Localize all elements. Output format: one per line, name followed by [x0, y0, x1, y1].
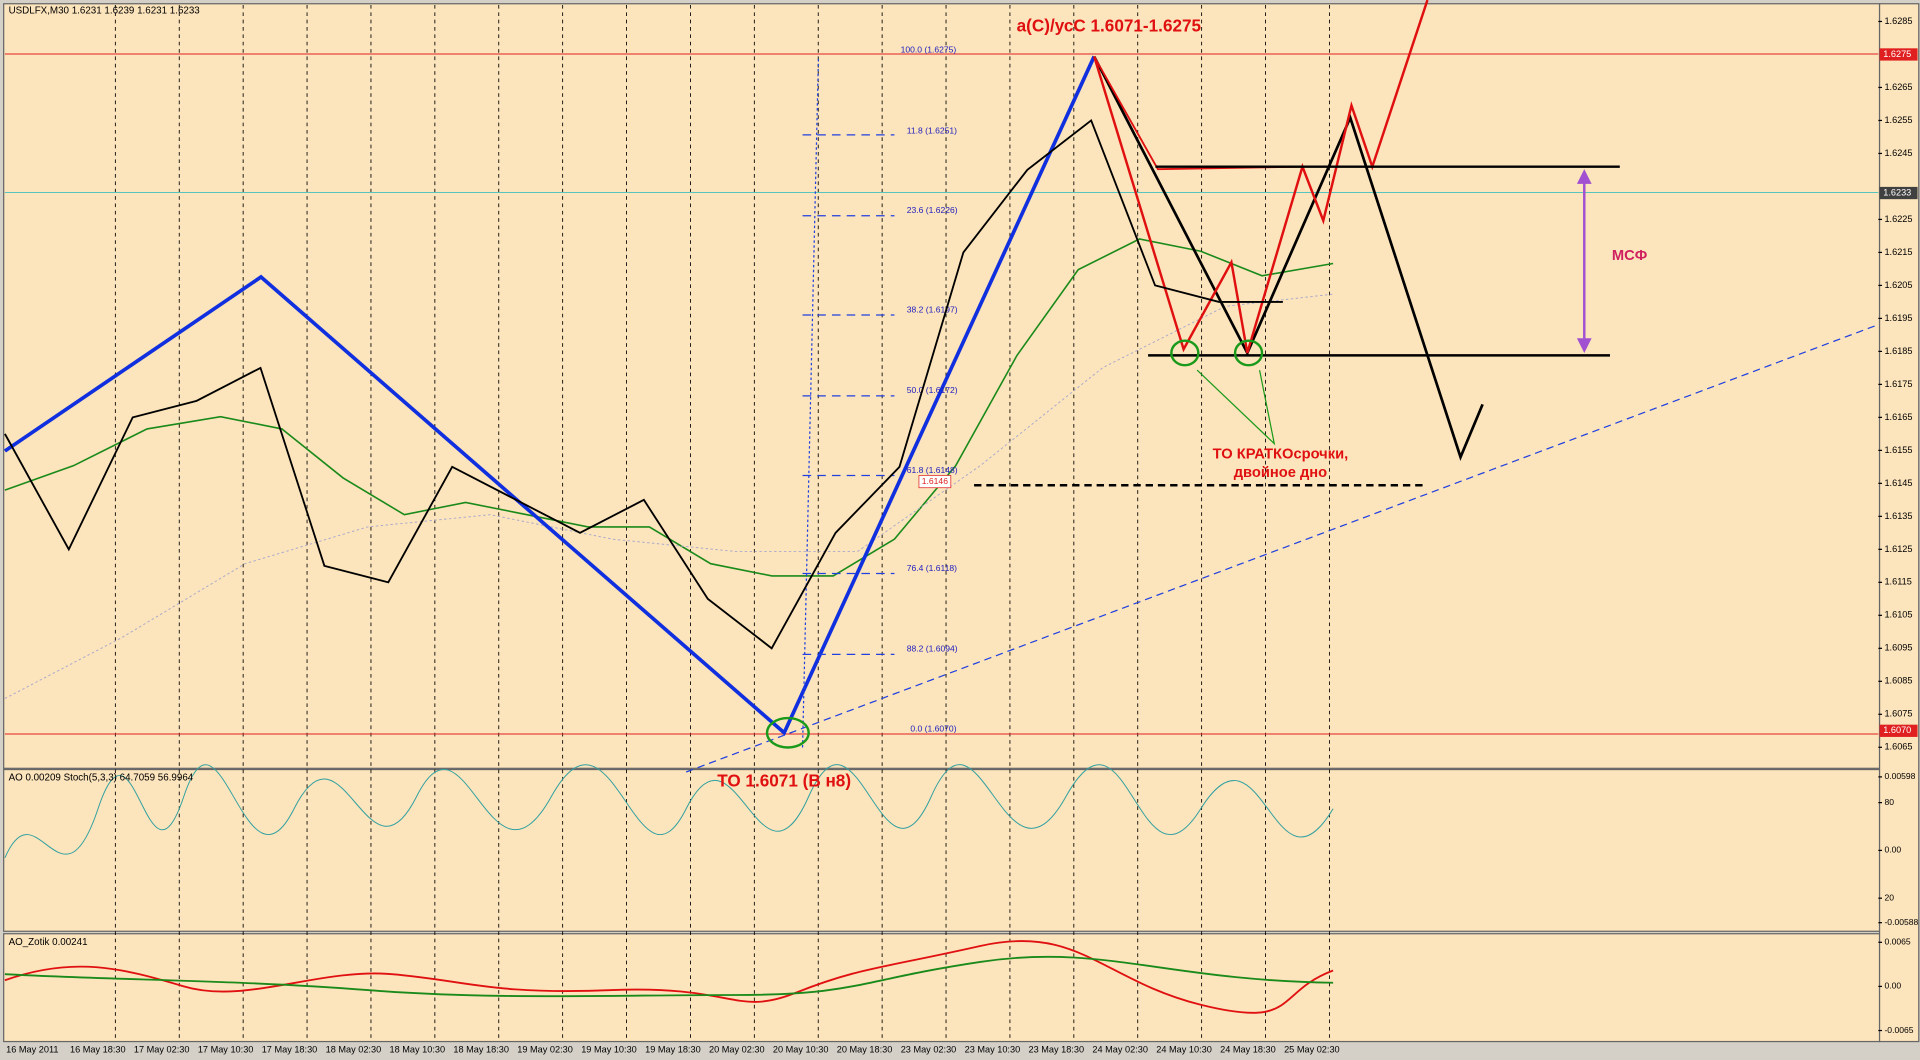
y-tick-label: 1.6215	[1884, 247, 1912, 257]
fib-levels	[802, 134, 895, 655]
x-tick-label: 18 May 10:30	[390, 1045, 446, 1055]
y-tick-label: 1.6065	[1884, 742, 1912, 752]
fib-label: 100.0 (1.6275)	[901, 45, 957, 55]
y-tick-label: 1.6245	[1884, 148, 1912, 158]
x-tick-label: 25 May 02:30	[1284, 1045, 1340, 1055]
y-tick-label: 1.6085	[1884, 676, 1912, 686]
x-tick-label: 18 May 02:30	[326, 1045, 382, 1055]
x-tick-label: 16 May 18:30	[70, 1045, 126, 1055]
price-tag	[1879, 724, 1918, 737]
annotation: a(C)/усС 1.6071-1.6275	[1017, 16, 1202, 36]
x-tick-label: 17 May 18:30	[262, 1045, 318, 1055]
marker-circle	[1170, 339, 1200, 367]
zotik-green	[4, 955, 1334, 998]
trend-line	[685, 325, 1875, 773]
y-tick-label: 1.6155	[1884, 445, 1912, 455]
y-tick-label: 1.6145	[1884, 478, 1912, 488]
y-tick-label: 1.6205	[1884, 280, 1912, 290]
fib-label: 38.2 (1.6197)	[907, 304, 958, 314]
price-tag	[1879, 48, 1918, 61]
fib-label: 76.4 (1.6118)	[907, 563, 957, 573]
zotik-panel	[3, 933, 1881, 1043]
y-tick-label: 1.6175	[1884, 379, 1912, 389]
y-tick-label: 0.00	[1884, 845, 1901, 855]
price-tag-label: 1.6233	[1883, 187, 1911, 197]
arrow-head	[1576, 338, 1592, 353]
y-tick-label: 20	[1884, 892, 1894, 902]
moving-average	[4, 238, 1334, 577]
x-tick-label: 24 May 10:30	[1156, 1045, 1212, 1055]
x-tick-label: 18 May 18:30	[453, 1045, 509, 1055]
annotation: двойное дно	[1234, 465, 1327, 481]
annotation: ТО КРАТКОсрочки,	[1213, 447, 1349, 463]
price-tag-label: 1.6070	[1883, 725, 1911, 735]
y-tick-label: 80	[1884, 797, 1894, 807]
price-axis	[1878, 3, 1920, 1043]
panel-title: AO_Zotik 0.00241	[9, 937, 88, 948]
y-tick-label: 1.6095	[1884, 643, 1912, 653]
y-tick-label: 1.6115	[1884, 577, 1911, 587]
x-tick-label: 20 May 02:30	[709, 1045, 765, 1055]
y-tick-label: 0.00598	[1884, 771, 1915, 781]
y-tick-label: 1.6105	[1884, 610, 1912, 620]
ao-panel	[3, 768, 1881, 932]
price-tag-label: 1.6275	[1883, 49, 1911, 59]
y-tick-label: 1.6135	[1884, 511, 1912, 521]
x-tick-label: 23 May 10:30	[965, 1045, 1021, 1055]
x-tick-label: 24 May 18:30	[1220, 1045, 1276, 1055]
x-tick-label: 19 May 10:30	[581, 1045, 637, 1055]
y-tick-label: 1.6125	[1884, 544, 1912, 554]
annotation: ТО 1.6071 (В н8)	[717, 770, 851, 790]
marker-circle	[1233, 339, 1264, 367]
y-tick-label: 1.6185	[1884, 346, 1912, 356]
y-tick-label: 0.00	[1884, 981, 1901, 991]
y-tick-label: 1.6165	[1884, 412, 1912, 422]
y-tick-label: 0.0065	[1884, 937, 1910, 947]
price-tag	[1879, 186, 1918, 200]
x-tick-label: 17 May 10:30	[198, 1045, 254, 1055]
y-tick-label: 1.6225	[1884, 214, 1912, 224]
fib-label: 23.6 (1.6226)	[907, 205, 958, 215]
fib-label: 88.2 (1.6094)	[907, 644, 958, 654]
annotation: МСФ	[1612, 248, 1648, 264]
x-tick-label: 23 May 02:30	[901, 1045, 957, 1055]
chart-header: USDLFX,M30 1.6231 1.6239 1.6231 1.6233	[9, 6, 201, 17]
x-tick-label: 19 May 18:30	[645, 1045, 701, 1055]
stoch-line	[4, 764, 1334, 858]
y-tick-label: 1.6285	[1884, 16, 1912, 26]
price-box	[918, 475, 952, 489]
grid	[114, 4, 1330, 1041]
x-tick-label: 16 May 2011	[6, 1045, 58, 1055]
panel-title: AO 0.00209 Stoch(5,3,3) 64.7059 56.9964	[9, 773, 194, 784]
y-tick-label: 1.6255	[1884, 115, 1912, 125]
zotik-red	[4, 940, 1334, 1014]
fib-label: 61.8 (1.6148)	[907, 465, 958, 475]
y-tick-label: 1.6265	[1884, 82, 1912, 92]
x-tick-label: 20 May 10:30	[773, 1045, 829, 1055]
marker-circle	[765, 716, 810, 749]
arrow-head	[1576, 169, 1592, 184]
y-tick-label: -0.00588	[1884, 917, 1918, 927]
fib-label: 11.8 (1.6251)	[907, 125, 957, 135]
y-tick-label: 1.6075	[1884, 709, 1912, 719]
price-line	[4, 118, 1283, 650]
x-tick-label: 23 May 18:30	[1028, 1045, 1084, 1055]
callout-arrows	[1196, 369, 1276, 446]
x-tick-label: 20 May 18:30	[837, 1045, 893, 1055]
y-tick-label: 1.6195	[1884, 313, 1912, 323]
x-tick-label: 17 May 02:30	[134, 1045, 190, 1055]
fib-label: 50.0 (1.6172)	[907, 385, 958, 395]
projection-black	[1092, 55, 1484, 461]
fib-label: 0.0 (1.6070)	[910, 723, 956, 733]
price-box-label: 1.6146	[922, 476, 948, 486]
wave-zigzag	[3, 55, 1096, 736]
y-tick-label: -0.0065	[1884, 1025, 1913, 1035]
x-tick-label: 19 May 02:30	[517, 1045, 573, 1055]
x-tick-label: 24 May 02:30	[1092, 1045, 1148, 1055]
